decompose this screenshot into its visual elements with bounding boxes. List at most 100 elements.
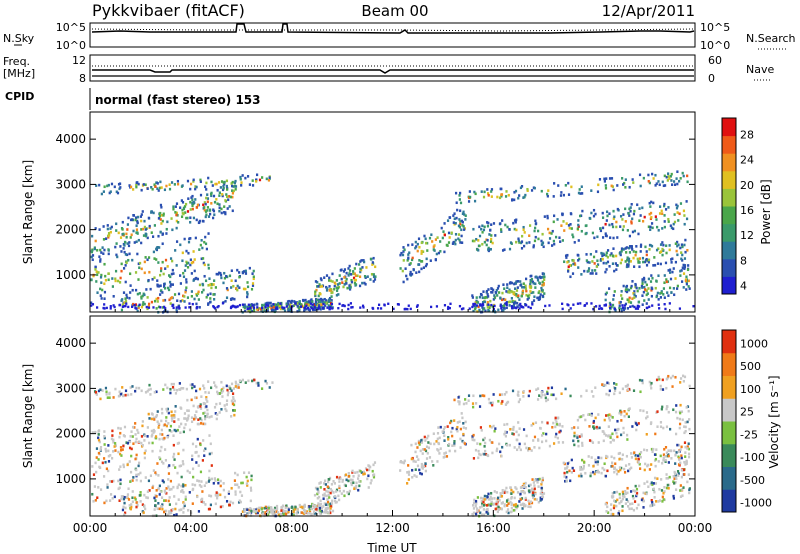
range-gate-cell [611,492,614,495]
range-gate-cell [474,307,477,311]
range-gate-cell [446,425,449,428]
range-gate-cell [287,299,291,303]
range-gate-cell [318,285,321,288]
range-gate-cell [682,209,686,213]
range-gate-cell [632,181,635,184]
range-gate-cell [221,395,224,398]
range-gate-cell [163,286,167,290]
range-gate-cell [199,403,202,406]
range-gate-cell [566,470,569,474]
range-gate-cell [622,493,625,496]
range-gate-cell [167,478,170,481]
range-gate-cell [244,305,247,308]
range-gate-cell [276,507,279,511]
range-gate-cell [136,181,139,184]
range-gate-cell [151,277,154,281]
range-gate-cell [314,290,317,294]
range-gate-cell [143,260,146,264]
range-gate-cell [644,245,647,249]
range-gate-cell [458,198,462,201]
range-gate-cell [663,202,666,206]
range-gate-cell [172,272,175,275]
range-gate-cell [142,183,145,186]
range-gate-cell [635,494,638,498]
range-gate-cell [249,499,252,503]
range-gate-cell [230,182,233,185]
range-gate-cell [203,387,206,390]
range-gate-cell [181,184,184,187]
range-gate-cell [103,282,106,286]
range-gate-cell [671,374,675,378]
range-gate-cell [661,212,664,216]
range-gate-cell [651,172,654,176]
range-gate-cell [488,498,491,501]
range-gate-cell [672,287,675,290]
range-gate-cell [119,448,123,452]
range-gate-cell [499,492,502,495]
range-gate-cell [501,491,504,495]
range-gate-cell [128,460,131,463]
range-gate-cell [151,486,154,490]
range-gate-cell [326,507,329,510]
range-gate-cell [607,382,610,385]
range-gate-cell [616,419,619,423]
range-gate-cell [588,261,591,264]
range-gate-cell [637,461,640,465]
range-gate-cell [230,414,233,418]
range-gate-cell [622,225,625,228]
range-gate-cell [660,250,663,254]
range-gate-cell [137,238,140,242]
range-gate-cell [668,248,671,252]
range-gate-cell [268,510,271,514]
range-gate-cell [595,272,598,275]
range-gate-cell [639,243,643,247]
range-gate-cell [109,480,112,483]
range-gate-cell [570,426,574,430]
range-gate-cell [248,266,251,270]
range-gate-cell [295,303,298,306]
range-gate-cell [103,297,106,300]
range-gate-cell [596,460,600,464]
range-gate-cell [665,473,668,476]
range-gate-cell [372,256,375,260]
range-gate-cell [204,422,207,426]
range-gate-cell [550,393,553,397]
range-gate-cell [649,482,652,486]
range-gate-cell [548,304,551,307]
range-gate-cell [527,448,530,452]
range-gate-cell [351,471,354,474]
range-gate-cell [112,450,115,453]
range-gate-cell [468,190,471,193]
range-gate-cell [464,214,467,217]
range-gate-cell [130,503,133,506]
range-gate-cell [552,442,556,445]
range-gate-cell [121,508,125,512]
range-gate-cell [490,497,494,500]
range-gate-cell [491,305,494,308]
range-gate-cell [122,247,125,250]
range-gate-cell [625,412,628,416]
range-gate-cell [112,479,115,483]
range-gate-cell [662,293,665,296]
range-gate-cell [517,400,520,404]
range-gate-cell [178,425,181,428]
range-gate-cell [298,302,301,306]
range-gate-cell [675,477,678,480]
range-gate-cell [177,441,181,445]
range-gate-cell [372,273,375,276]
range-gate-cell [480,500,483,503]
range-gate-cell [643,482,646,485]
range-gate-cell [538,446,541,450]
range-gate-cell [203,454,206,457]
range-gate-cell [564,479,567,483]
range-gate-cell [624,489,627,493]
range-gate-cell [612,298,615,301]
range-gate-cell [593,236,596,240]
range-gate-cell [597,413,600,416]
range-gate-cell [137,182,140,186]
range-gate-cell [604,292,607,296]
range-gate-cell [604,270,607,274]
range-gate-cell [605,251,608,255]
range-gate-cell [192,475,195,479]
